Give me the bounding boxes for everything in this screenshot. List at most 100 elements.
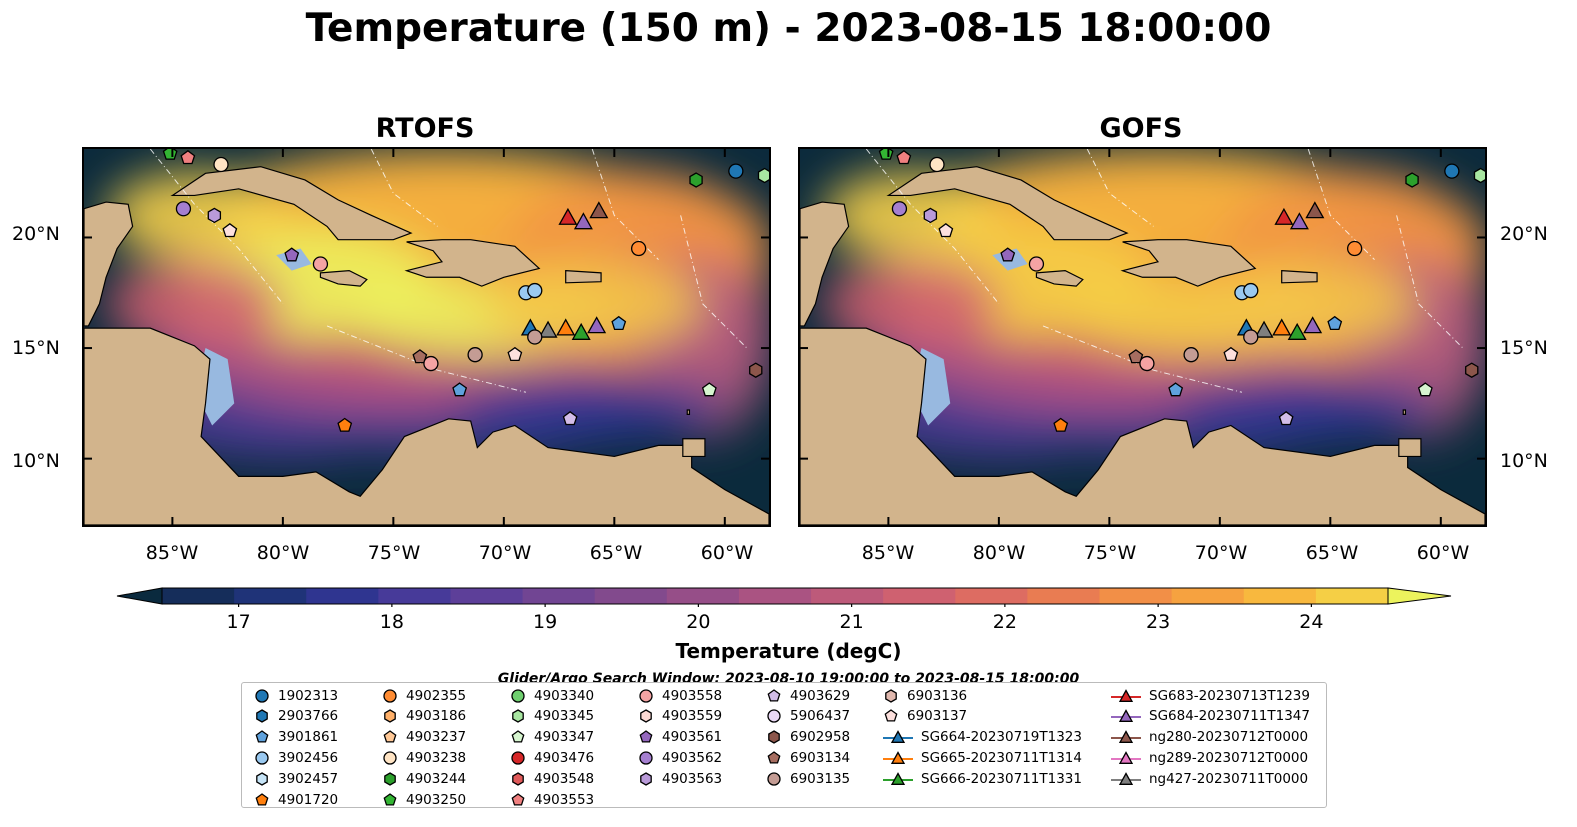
obs-marker-SG683-20230713T1239 (558, 207, 578, 225)
colorbar-segment (1243, 588, 1317, 604)
obs-marker-4903558 (1028, 256, 1045, 272)
legend-marker-icon (383, 688, 397, 703)
obs-marker-4903244 (1405, 172, 1419, 188)
legend-marker-icon (767, 709, 781, 723)
obs-marker-6903137 (938, 222, 954, 238)
colorbar-segment (522, 588, 596, 604)
obs-marker-6903134 (412, 349, 428, 364)
land-mass (1398, 438, 1422, 458)
obs-marker-4903558 (1139, 355, 1155, 372)
legend-hexagon-marker (640, 771, 652, 786)
obs-marker-ng427-20230711T0000 (538, 320, 558, 338)
colorbar-tick-label: 24 (1299, 611, 1324, 633)
legend-marker-icon (511, 730, 525, 743)
legend-label: SG666-20230711T1331 (921, 770, 1082, 787)
legend-item: 3902457 (254, 768, 338, 789)
obs-marker-SG684-20230711T1347 (1303, 316, 1323, 334)
colorbar-segment (1171, 588, 1245, 604)
obs-marker-4903629 (562, 410, 578, 426)
colorbar-segment (1099, 588, 1173, 604)
obs-marker-4903347 (1417, 382, 1433, 397)
legend-item: 4903244 (382, 768, 466, 789)
lat-label-10n-left: 10°N (12, 450, 60, 472)
obs-marker-4903238 (929, 156, 945, 173)
legend-item: SG665-20230711T1314 (883, 747, 1082, 768)
obs-marker-4903561 (284, 247, 300, 262)
legend-marker-icon (883, 771, 913, 785)
colorbar-extend-high (1387, 587, 1452, 605)
legend-item: 4903563 (638, 768, 722, 789)
land-mass (319, 270, 368, 287)
land-mass (886, 166, 1129, 241)
legend-pentagon-marker (255, 730, 269, 743)
legend-circle-marker (255, 688, 269, 703)
legend-label: 6902958 (790, 729, 851, 746)
legend-circle-marker (255, 751, 269, 765)
legend-label: 4903345 (534, 708, 595, 725)
lat-label-20n-left: 20°N (12, 223, 60, 245)
legend-hexagon-marker (768, 730, 780, 744)
obs-marker-4902355 (630, 240, 647, 257)
colorbar-segment (450, 588, 524, 604)
legend-label: ng289-20230712T0000 (1149, 749, 1309, 766)
colorbar-segment (234, 588, 307, 604)
obs-marker-6903135 (1243, 329, 1259, 345)
land-mass (686, 409, 691, 416)
legend-item: 1902313 (254, 685, 338, 706)
legend-marker-icon (511, 751, 525, 765)
legend-label: 4903237 (406, 729, 467, 746)
lon-label-65w-right: 65°W (1305, 542, 1359, 564)
legend-label: 4903629 (790, 687, 851, 704)
legend-circle-marker (639, 688, 653, 703)
legend-glider-marker (1118, 751, 1134, 764)
legend-item: 6903136 (883, 685, 967, 706)
land-mass (1120, 239, 1257, 287)
legend-marker-icon (511, 792, 525, 806)
obs-marker-4903562 (175, 201, 192, 217)
obs-marker-6902958 (1465, 362, 1479, 378)
legend-marker-icon (883, 751, 913, 764)
legend-marker-icon (383, 751, 397, 765)
legend-pentagon-marker (767, 751, 781, 764)
legend-item: 4903186 (382, 706, 466, 727)
obs-marker-4903345 (1473, 167, 1485, 184)
obs-marker-3901861 (1327, 315, 1343, 331)
eez-line (865, 149, 1000, 305)
land-mass (800, 201, 850, 327)
eez-line (149, 149, 284, 305)
legend-pentagon-marker (639, 730, 653, 743)
land-mass (404, 239, 541, 287)
legend-item: 6903134 (766, 747, 850, 768)
legend-label: 4903244 (406, 770, 467, 787)
legend: 1902313 2903766 3901861 3902456 3902457 49017… (241, 682, 1327, 808)
lon-label-80w-left: 80°W (256, 542, 310, 564)
legend-circle-marker (511, 751, 525, 765)
land-mass (565, 270, 602, 284)
eez-line (680, 215, 748, 349)
legend-marker-icon (255, 751, 269, 765)
obs-marker-4903347 (701, 382, 717, 397)
obs-marker-SG684-20230711T1347 (1289, 212, 1309, 230)
legend-glider-marker (1118, 771, 1134, 785)
legend-item: 4903559 (638, 706, 722, 727)
legend-marker-icon (511, 688, 525, 703)
legend-label: SG683-20230713T1239 (1149, 687, 1310, 704)
obs-marker-ng280-20230712T0000 (1305, 201, 1325, 219)
eez-line (1086, 149, 1154, 227)
lat-label-20n-right: 20°N (1500, 223, 1548, 245)
legend-label: 4901720 (278, 791, 339, 808)
obs-marker-4903563 (923, 207, 938, 224)
obs-marker-4903629 (1278, 410, 1294, 426)
legend-item: 4903553 (510, 789, 594, 810)
colorbar-segment (811, 588, 884, 604)
legend-item: 4903345 (510, 706, 594, 727)
obs-marker-SG684-20230711T1347 (587, 316, 607, 334)
lat-label-15n-right: 15°N (1500, 337, 1548, 359)
obs-marker-4903238 (213, 156, 229, 173)
legend-label: 6903135 (790, 770, 851, 787)
obs-marker-6903134 (1128, 349, 1144, 364)
legend-marker-icon (640, 709, 652, 724)
legend-pentagon-marker (511, 792, 525, 806)
colorbar-tick-label: 21 (839, 611, 864, 633)
legend-item: 4903629 (766, 685, 850, 706)
